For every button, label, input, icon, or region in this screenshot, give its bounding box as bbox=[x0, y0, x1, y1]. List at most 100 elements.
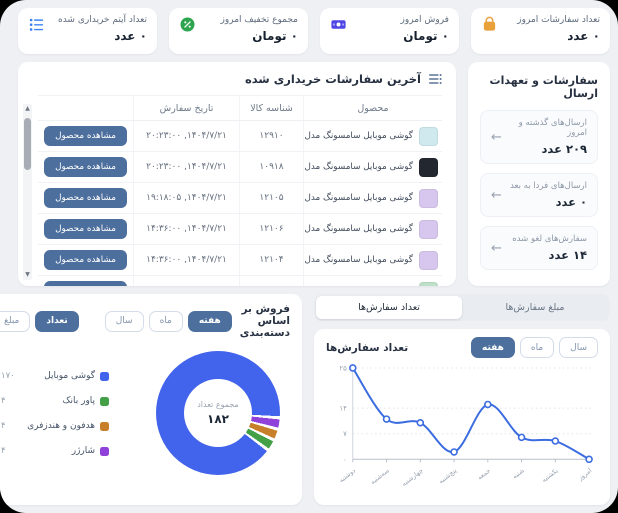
x-tick-label: دوشنبه bbox=[337, 466, 357, 484]
stat-card-items-purchased: تعداد آیتم خریداری شده ۰ عدد bbox=[18, 8, 157, 54]
legend-swatch bbox=[100, 396, 110, 406]
product-cell: گوشی موبایل سامسونگ مدل Galaxy A۱۶ ۴G دو… bbox=[304, 152, 442, 182]
stats-row: تعداد سفارشات امروز ۰ عدد فروش امروز ۰ ت… bbox=[18, 8, 610, 54]
tab-week[interactable]: هفته bbox=[471, 337, 515, 358]
y-tick-label: ۱۴ bbox=[339, 405, 347, 413]
tab-month[interactable]: ماه bbox=[519, 337, 555, 358]
legend-swatch bbox=[100, 371, 110, 381]
orders-count-chart-card: سال ماه هفته تعداد سفارش‌ها ۰ ۷ ۱۴ ۲۵ دوشنبه… bbox=[314, 329, 610, 505]
table-scrollbar[interactable]: ▲ ▼ bbox=[23, 104, 32, 280]
action-cell: مشاهده محصول bbox=[38, 276, 134, 286]
shipments-title: سفارشات و تعهدات ارسال bbox=[489, 74, 598, 100]
orders-table-body: گوشی موبایل سامسونگ مدل Galaxy A۱۶ ۴G دو… bbox=[38, 121, 442, 286]
shopping-bag-icon bbox=[481, 16, 498, 33]
orders-chart-segmented: مبلغ سفارش‌ها تعداد سفارش‌ها bbox=[314, 294, 610, 321]
shipments-list: ارسال‌های گذشته و امروز ۲۰۹ عدد ← ارسال‌های… bbox=[480, 110, 598, 270]
orders-line-chart: ۰ ۷ ۱۴ ۲۵ دوشنبه سه‌شنبه چهارشنبه پنج‌شنبه جمعه ش… bbox=[326, 360, 598, 499]
tab-orders-count[interactable]: تعداد سفارش‌ها bbox=[316, 296, 462, 319]
product-id-cell bbox=[240, 276, 304, 286]
view-product-button[interactable]: مشاهده محصول bbox=[44, 250, 127, 270]
y-tick-label: ۰ bbox=[343, 456, 347, 464]
legend-item: پاور بانک ۴ bbox=[1, 396, 110, 406]
shipment-item[interactable]: ارسال‌های فردا به بعد ۰ عدد ← bbox=[480, 173, 598, 217]
tab-year[interactable]: سال bbox=[559, 337, 598, 358]
data-point-marker bbox=[585, 455, 593, 464]
data-point-marker bbox=[484, 400, 492, 409]
product-thumbnail bbox=[419, 250, 438, 270]
stat-title: تعداد سفارشات امروز bbox=[517, 15, 600, 25]
view-product-button[interactable]: مشاهده محصول bbox=[44, 126, 127, 146]
data-point-marker bbox=[551, 437, 560, 445]
product-cell: گوشی موبایل سامسونگ مدل Galaxy A۰۷ ۴G ظر… bbox=[304, 214, 442, 244]
ordered-list-icon bbox=[28, 16, 45, 33]
legend-swatch-label: هدفون و هندزفری bbox=[27, 421, 110, 431]
stat-title: تعداد آیتم خریداری شده bbox=[57, 15, 147, 25]
tab-count[interactable]: تعداد bbox=[35, 310, 79, 332]
orders-chart-title: تعداد سفارش‌ها bbox=[326, 341, 409, 354]
scroll-up-arrow-icon[interactable]: ▲ bbox=[25, 105, 30, 112]
col-product: محصول bbox=[357, 102, 389, 114]
donut-center-value: ۱۸۲ bbox=[207, 412, 229, 426]
arrow-left-icon: ← bbox=[491, 240, 502, 256]
table-row: گوشی موبایل سامسونگ مدل Galaxy A۱۶ ۴G دو… bbox=[38, 152, 442, 183]
product-thumbnail bbox=[419, 126, 438, 146]
scroll-down-arrow-icon[interactable]: ▼ bbox=[25, 271, 30, 278]
legend-value: ۴ bbox=[1, 446, 6, 456]
shipment-texts: ارسال‌های گذشته و امروز ۲۰۹ عدد bbox=[502, 118, 587, 156]
view-product-button[interactable]: مشاهده محصول bbox=[44, 188, 127, 208]
view-product-button[interactable]: مشاهده محصول bbox=[44, 281, 127, 286]
product-cell bbox=[304, 276, 442, 286]
view-product-button[interactable]: مشاهده محصول bbox=[44, 219, 127, 239]
data-point-marker bbox=[349, 364, 357, 372]
shipment-label: ارسال‌های گذشته و امروز bbox=[518, 118, 587, 138]
product-name: گوشی موبایل سامسونگ مدل Galaxy A۰۷ ۴G ظر… bbox=[304, 224, 413, 234]
x-tick-label: چهارشنبه bbox=[400, 466, 424, 488]
category-sales-title: فروش بر اساس دسته‌بندی bbox=[239, 303, 290, 339]
tab-amount[interactable]: مبلغ bbox=[0, 310, 31, 332]
legend-label: پاور بانک bbox=[62, 396, 96, 406]
product-id-cell: ۱۲۱۰۵ bbox=[240, 183, 304, 213]
orders-chart-column: مبلغ سفارش‌ها تعداد سفارش‌ها سال ماه هفت… bbox=[314, 294, 610, 505]
shipment-item[interactable]: ارسال‌های گذشته و امروز ۲۰۹ عدد ← bbox=[480, 110, 598, 164]
product-id-cell: ۱۲۱۰۴ bbox=[240, 245, 304, 275]
category-sales-card: فروش بر اساس دسته‌بندی هفته ماه سال تعدا… bbox=[0, 294, 302, 505]
col-order-date: تاریخ سفارش bbox=[134, 96, 240, 120]
orders-table-header: محصول شناسه کالا تاریخ سفارش bbox=[38, 96, 442, 121]
legend-value: ۱۷۰ bbox=[1, 371, 15, 381]
product-cell: گوشی موبایل سامسونگ مدل Galaxy A۰۷ دو سی… bbox=[304, 245, 442, 275]
product-cell: گوشی موبایل سامسونگ مدل Galaxy A۰۷ دو سی… bbox=[304, 183, 442, 213]
tab-orders-amount[interactable]: مبلغ سفارش‌ها bbox=[462, 296, 608, 319]
line-series bbox=[351, 366, 591, 461]
product-thumbnail bbox=[419, 281, 438, 286]
stat-value: ۰ تومان bbox=[403, 29, 449, 43]
order-date-cell: ۱۴۰۴/۷/۲۱, ۲۰:۲۳:۰۰ bbox=[134, 152, 240, 182]
view-product-button[interactable]: مشاهده محصول bbox=[44, 157, 127, 177]
product-name: گوشی موبایل سامسونگ مدل Galaxy A۰۷ دو سی… bbox=[304, 193, 413, 203]
tab-month[interactable]: ماه bbox=[148, 310, 183, 332]
legend-label: شارژر bbox=[71, 446, 96, 456]
tab-year[interactable]: سال bbox=[104, 310, 144, 332]
col-actions bbox=[38, 96, 134, 120]
table-row: مشاهده محصول bbox=[38, 276, 442, 286]
scrollbar-thumb[interactable] bbox=[24, 118, 31, 170]
shipment-item[interactable]: سفارش‌های لغو شده ۱۴ عدد ← bbox=[480, 226, 598, 270]
tab-week[interactable]: هفته bbox=[187, 310, 232, 332]
x-tick-label: سه‌شنبه bbox=[369, 466, 391, 486]
legend-label: گوشی موبایل bbox=[44, 371, 96, 381]
legend-swatch-label: شارژر bbox=[71, 446, 110, 456]
table-row: گوشی موبایل سامسونگ مدل Galaxy A۱۶ ۴G دو… bbox=[38, 121, 442, 152]
action-cell: مشاهده محصول bbox=[38, 183, 134, 213]
x-tick-label: پنج‌شنبه bbox=[437, 466, 458, 485]
legend-swatch-label: پاور بانک bbox=[62, 396, 110, 406]
stat-title: مجموع تخفیف امروز bbox=[220, 15, 298, 25]
y-tick-label: ۷ bbox=[343, 430, 347, 438]
product-thumbnail bbox=[419, 188, 438, 208]
product-cell: گوشی موبایل سامسونگ مدل Galaxy A۱۶ ۴G دو… bbox=[304, 121, 442, 151]
order-date-cell bbox=[134, 276, 240, 286]
table-row: گوشی موبایل سامسونگ مدل Galaxy A۰۷ دو سی… bbox=[38, 245, 442, 276]
col-product-id: شناسه کالا bbox=[240, 96, 304, 120]
stat-value: ۰ عدد bbox=[567, 29, 600, 43]
banknote-icon bbox=[330, 16, 347, 33]
legend-value: ۴ bbox=[1, 396, 6, 406]
x-tick-label: جمعه bbox=[476, 466, 492, 481]
